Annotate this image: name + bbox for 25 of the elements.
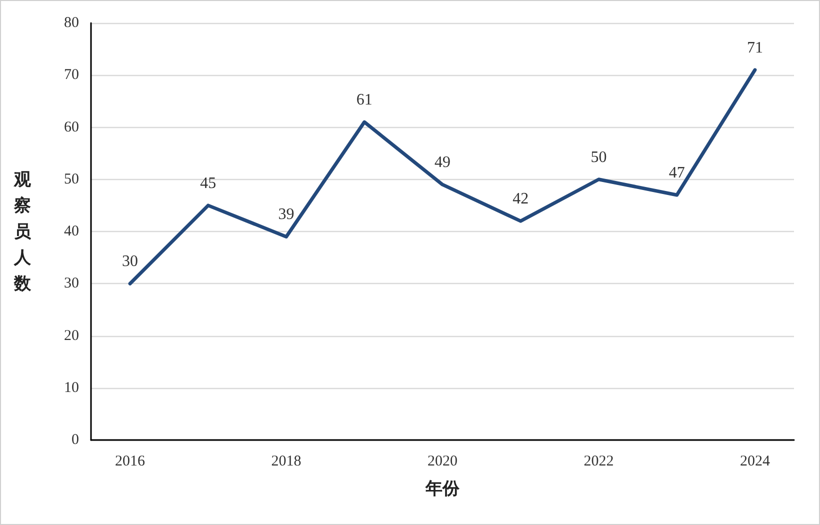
x-tick-label: 2018 [271,454,302,470]
data-label: 49 [434,154,450,172]
y-tick-label: 0 [72,432,79,448]
x-tick-label: 2020 [428,454,458,470]
data-label: 39 [278,206,294,224]
data-label: 42 [512,190,529,208]
y-axis-title: 观察员人数 [13,170,32,293]
data-label: 61 [356,92,372,109]
x-tick-label: 2016 [115,454,146,470]
y-tick-label: 20 [64,328,79,344]
data-label: 71 [746,39,763,56]
y-tick-label: 80 [64,15,79,31]
y-tick-label: 10 [64,380,79,396]
y-tick-label: 30 [64,276,79,292]
data-label: 50 [590,148,607,166]
data-label: 30 [122,253,138,270]
data-label: 45 [200,174,216,192]
y-tick-label: 70 [64,67,79,84]
y-tick-label: 40 [64,224,79,240]
x-tick-label: 2024 [740,454,770,470]
x-axis-title: 年份 [424,479,460,498]
data-label: 47 [668,164,685,182]
y-tick-label: 50 [64,171,79,188]
x-tick-label: 2022 [584,454,614,470]
y-tick-label: 60 [64,119,79,136]
